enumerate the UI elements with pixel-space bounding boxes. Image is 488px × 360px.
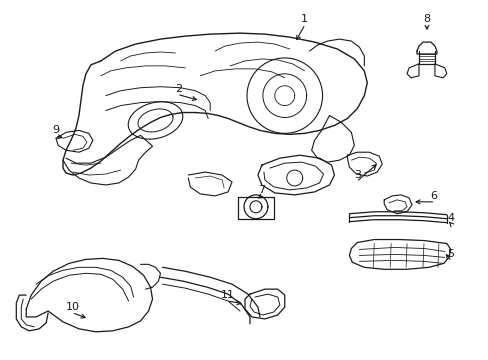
Text: 10: 10 — [66, 302, 80, 312]
Text: 9: 9 — [52, 125, 60, 135]
Text: 3: 3 — [353, 170, 360, 180]
Text: 7: 7 — [258, 185, 265, 195]
Text: 4: 4 — [447, 213, 453, 223]
Text: 2: 2 — [174, 84, 182, 94]
Text: 5: 5 — [447, 249, 453, 260]
Text: 8: 8 — [423, 14, 429, 24]
Text: 1: 1 — [301, 14, 307, 24]
Text: 6: 6 — [429, 191, 437, 201]
Text: 11: 11 — [221, 290, 235, 300]
